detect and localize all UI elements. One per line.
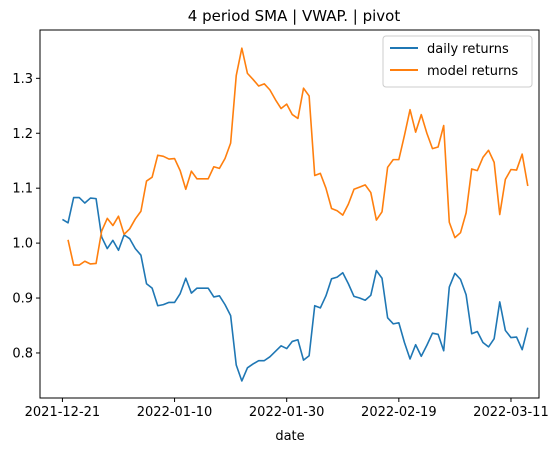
x-tick-label: 2022-01-10	[137, 405, 213, 420]
series-line-model-returns	[67, 47, 529, 266]
legend-box	[382, 35, 533, 88]
x-axis-label: date	[275, 429, 304, 444]
chart-title: 4 period SMA | VWAP. | pivot	[188, 7, 401, 25]
y-tick-label: 1.3	[12, 72, 33, 87]
plot-area: 2021-12-21 2022-01-10 2022-01-30 2022-02-19…	[12, 29, 549, 420]
x-tick-label: 2022-01-30	[249, 405, 325, 420]
y-axis: 0.8 0.9 1.0 1.1 1.2 1.3	[12, 72, 40, 361]
y-tick-label: 1.2	[12, 127, 33, 142]
y-tick-label: 1.1	[12, 182, 33, 197]
legend-label-daily-returns: daily returns	[427, 42, 509, 57]
series-layer	[62, 47, 529, 382]
x-tick-label: 2022-03-11	[473, 405, 549, 420]
x-tick-label: 2022-02-19	[361, 405, 437, 420]
series-line-daily-returns	[62, 196, 529, 382]
legend-label-model-returns: model returns	[427, 64, 518, 79]
y-tick-label: 0.9	[12, 292, 33, 307]
x-tick-label: 2021-12-21	[25, 405, 101, 420]
y-tick-label: 0.8	[12, 346, 33, 361]
legend: daily returns model returns	[382, 35, 533, 88]
plot-frame	[39, 29, 540, 399]
y-tick-label: 1.0	[12, 237, 33, 252]
x-axis: 2021-12-21 2022-01-10 2022-01-30 2022-02-19…	[25, 398, 549, 420]
